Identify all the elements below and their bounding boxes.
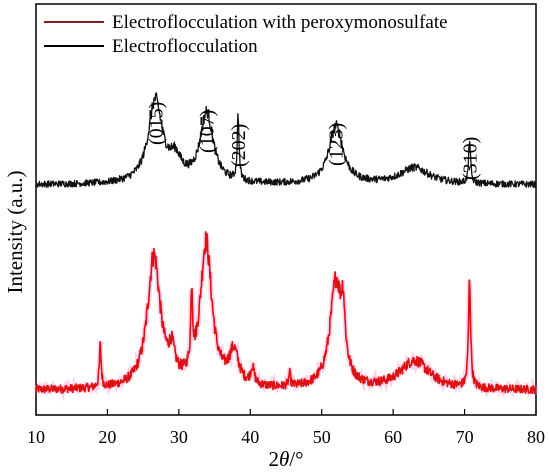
peak-label: (107) [197, 110, 219, 153]
x-tick-label: 70 [456, 427, 474, 447]
series-line-1 [35, 231, 537, 395]
peak-label: (015) [145, 102, 167, 145]
plot-frame [35, 3, 537, 416]
x-tick-label: 60 [384, 427, 402, 447]
series-layer [33, 92, 539, 402]
peak-label: (310) [460, 137, 482, 180]
x-tick-label: 20 [98, 427, 116, 447]
y-axis-label: Intensity (a.u.) [3, 170, 27, 293]
x-tick-label: 50 [313, 427, 331, 447]
peak-label-layer: (015) (107) (202) (123) (310) [145, 102, 481, 180]
x-tick-label: 30 [170, 427, 188, 447]
x-axis-label-suffix: /° [289, 447, 303, 471]
peak-label: (123) [325, 123, 347, 166]
series-line-2 [35, 92, 537, 189]
x-axis-label: 2θ/° [268, 447, 303, 471]
legend: Electroflocculation with peroxymonosulfa… [44, 12, 448, 57]
series-line-halo [33, 231, 539, 402]
peak-label: (202) [228, 124, 250, 167]
x-tick-label: 80 [527, 427, 545, 447]
legend-label-series-2: Electroflocculation [112, 36, 258, 57]
x-tick-label: 10 [27, 427, 45, 447]
x-axis-ticks: 10 20 30 40 50 60 70 80 [27, 409, 545, 447]
x-axis-label-theta: θ [279, 447, 289, 471]
legend-label-series-1: Electroflocculation with peroxymonosulfa… [112, 12, 448, 33]
x-tick-label: 40 [241, 427, 259, 447]
x-axis-label-prefix: 2 [268, 447, 279, 471]
